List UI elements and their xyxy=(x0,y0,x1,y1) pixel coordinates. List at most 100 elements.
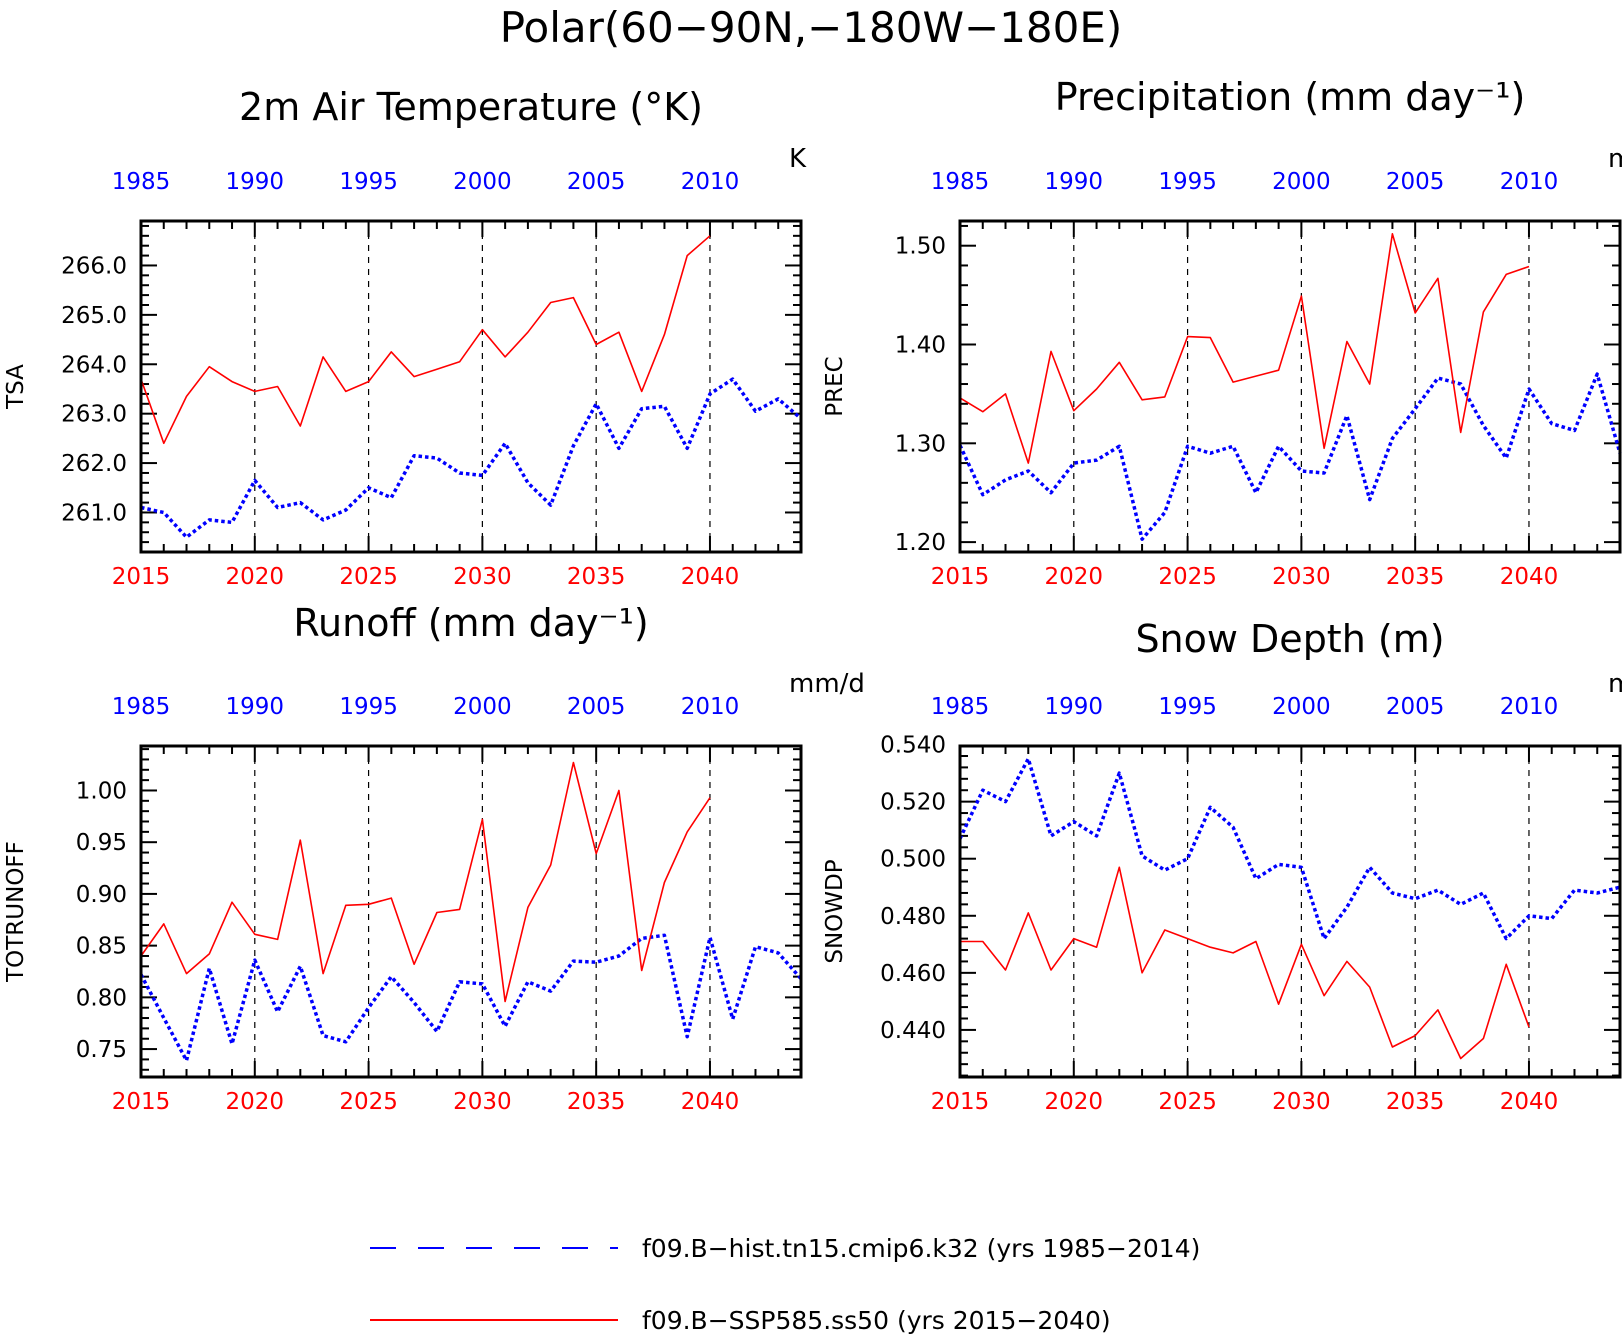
tsa-y-tick-label: 261.0 xyxy=(61,500,127,526)
tsa-y-tick-label: 266.0 xyxy=(61,253,127,279)
totrunoff-y-tick-label: 1.00 xyxy=(76,778,127,804)
tsa-plot-frame xyxy=(139,219,803,554)
panel-tsa: 2m Air Temperature (°K) K 2015 2020 2025 2030… xyxy=(3,85,807,590)
snowdp-x-top-tick-label: 2010 xyxy=(1500,694,1559,720)
totrunoff-series-hist-line xyxy=(139,933,803,1063)
tsa-series-ssp585-line xyxy=(140,235,711,445)
totrunoff-x-bottom-tick-label: 2020 xyxy=(226,1089,285,1115)
snowdp-y-tick-label: 0.520 xyxy=(880,790,946,816)
tsa-x-bottom-tick-label: 2025 xyxy=(339,564,398,590)
totrunoff-y-tick-label: 0.95 xyxy=(76,830,127,856)
totrunoff-x-top-tick-label: 2005 xyxy=(567,694,626,720)
tsa-x-top-tick-label: 2010 xyxy=(681,169,740,195)
totrunoff-y-tick-label: 0.75 xyxy=(76,1037,127,1063)
snowdp-x-bottom-tick-label: 2030 xyxy=(1272,1089,1331,1115)
panel-snowdp: Snow Depth (m) m 2015 2020 2025 2030 2035 2040 1… xyxy=(822,617,1622,1115)
tsa-y-tick-label: 263.0 xyxy=(61,402,127,428)
tsa-x-top-tick-label: 1995 xyxy=(339,169,398,195)
snowdp-x-bottom-tick-label: 2015 xyxy=(931,1089,990,1115)
snowdp-series-hist-line xyxy=(958,757,1621,941)
tsa-x-bottom-tick-label: 2020 xyxy=(226,564,285,590)
panel-prec: Precipitation (mm day⁻¹) mm/d 2015 2020 2025… xyxy=(822,75,1622,590)
legend-ssp-label: f09.B−SSP585.ss50 (yrs 2015−2040) xyxy=(642,1306,1111,1335)
totrunoff-units-label: mm/d xyxy=(789,669,865,699)
snowdp-plot-frame xyxy=(958,744,1622,1079)
tsa-x-top-tick-label: 2005 xyxy=(567,169,626,195)
snowdp-y-tick-label: 0.440 xyxy=(880,1018,946,1044)
snowdp-x-bottom-tick-label: 2035 xyxy=(1386,1089,1445,1115)
prec-y-axis-label: PREC xyxy=(822,356,848,416)
snowdp-units-label: m xyxy=(1608,669,1622,699)
snowdp-y-axis-label: SNOWDP xyxy=(822,859,848,963)
tsa-units-label: K xyxy=(789,144,807,174)
totrunoff-title: Runoff (mm day⁻¹) xyxy=(293,601,648,645)
totrunoff-x-top-tick-label: 1990 xyxy=(226,694,285,720)
prec-x-top-tick-label: 1995 xyxy=(1158,169,1217,195)
figure-title: Polar(60−90N,−180W−180E) xyxy=(500,3,1123,52)
tsa-y-tick-label: 264.0 xyxy=(61,352,127,378)
totrunoff-y-axis-label: TOTRUNOFF xyxy=(3,841,29,983)
totrunoff-plot-frame xyxy=(139,744,803,1079)
totrunoff-x-bottom-tick-label: 2025 xyxy=(339,1089,398,1115)
snowdp-y-tick-label: 0.500 xyxy=(880,847,946,873)
prec-x-bottom-tick-label: 2030 xyxy=(1272,564,1331,590)
totrunoff-x-top-tick-label: 1985 xyxy=(112,694,171,720)
prec-y-tick-label: 1.20 xyxy=(895,530,946,556)
tsa-y-tick-label: 262.0 xyxy=(61,451,127,477)
totrunoff-y-tick-label: 0.85 xyxy=(76,934,127,960)
snowdp-title: Snow Depth (m) xyxy=(1135,617,1444,661)
tsa-x-top-tick-label: 1990 xyxy=(226,169,285,195)
prec-series-ssp585-line xyxy=(959,233,1530,464)
tsa-x-bottom-tick-label: 2040 xyxy=(681,564,740,590)
totrunoff-x-top-tick-label: 2000 xyxy=(453,694,512,720)
tsa-x-bottom-tick-label: 2035 xyxy=(567,564,626,590)
snowdp-x-bottom-tick-label: 2040 xyxy=(1500,1089,1559,1115)
prec-x-top-tick-label: 2010 xyxy=(1500,169,1559,195)
panel-totrunoff: Runoff (mm day⁻¹) mm/d 2015 2020 2025 2030 203… xyxy=(3,601,865,1115)
prec-title: Precipitation (mm day⁻¹) xyxy=(1055,75,1526,119)
totrunoff-x-bottom-tick-label: 2035 xyxy=(567,1089,626,1115)
tsa-y-axis-label: TSA xyxy=(3,364,29,410)
tsa-x-bottom-tick-label: 2015 xyxy=(112,564,171,590)
totrunoff-x-bottom-tick-label: 2040 xyxy=(681,1089,740,1115)
prec-x-bottom-tick-label: 2025 xyxy=(1158,564,1217,590)
snowdp-x-top-tick-label: 1985 xyxy=(931,694,990,720)
snowdp-y-tick-label: 0.540 xyxy=(880,733,946,759)
prec-plot-frame xyxy=(958,219,1622,554)
prec-y-tick-label: 1.30 xyxy=(895,431,946,457)
tsa-x-top-tick-label: 2000 xyxy=(453,169,512,195)
snowdp-x-bottom-tick-label: 2025 xyxy=(1158,1089,1217,1115)
prec-units-label: mm/d xyxy=(1608,144,1622,174)
prec-x-bottom-tick-label: 2035 xyxy=(1386,564,1445,590)
totrunoff-series-ssp585-line xyxy=(140,761,711,1003)
prec-x-top-tick-label: 2005 xyxy=(1386,169,1445,195)
legend: f09.B−hist.tn15.cmip6.k32 (yrs 1985−2014… xyxy=(370,1234,1200,1335)
totrunoff-x-bottom-tick-label: 2030 xyxy=(453,1089,512,1115)
snowdp-series-ssp585-line xyxy=(960,866,1530,1060)
prec-y-tick-label: 1.40 xyxy=(895,333,946,359)
totrunoff-x-top-tick-label: 1995 xyxy=(339,694,398,720)
snowdp-y-tick-label: 0.460 xyxy=(880,961,946,987)
tsa-x-bottom-tick-label: 2030 xyxy=(453,564,512,590)
prec-x-top-tick-label: 2000 xyxy=(1272,169,1331,195)
tsa-y-tick-label: 265.0 xyxy=(61,303,127,329)
prec-x-bottom-tick-label: 2015 xyxy=(931,564,990,590)
snowdp-x-top-tick-label: 2000 xyxy=(1272,694,1331,720)
snowdp-x-top-tick-label: 1990 xyxy=(1045,694,1104,720)
prec-x-top-tick-label: 1985 xyxy=(931,169,990,195)
snowdp-x-bottom-tick-label: 2020 xyxy=(1045,1089,1104,1115)
legend-hist-label: f09.B−hist.tn15.cmip6.k32 (yrs 1985−2014… xyxy=(642,1234,1200,1263)
tsa-series-hist-line xyxy=(140,377,803,539)
prec-x-top-tick-label: 1990 xyxy=(1045,169,1104,195)
snowdp-y-tick-label: 0.480 xyxy=(880,904,946,930)
totrunoff-y-tick-label: 0.80 xyxy=(76,985,127,1011)
totrunoff-y-tick-label: 0.90 xyxy=(76,882,127,908)
prec-x-bottom-tick-label: 2020 xyxy=(1045,564,1104,590)
snowdp-x-top-tick-label: 2005 xyxy=(1386,694,1445,720)
totrunoff-x-top-tick-label: 2010 xyxy=(681,694,740,720)
prec-y-tick-label: 1.50 xyxy=(895,234,946,260)
totrunoff-x-bottom-tick-label: 2015 xyxy=(112,1089,171,1115)
prec-x-bottom-tick-label: 2040 xyxy=(1500,564,1559,590)
tsa-x-top-tick-label: 1985 xyxy=(112,169,171,195)
